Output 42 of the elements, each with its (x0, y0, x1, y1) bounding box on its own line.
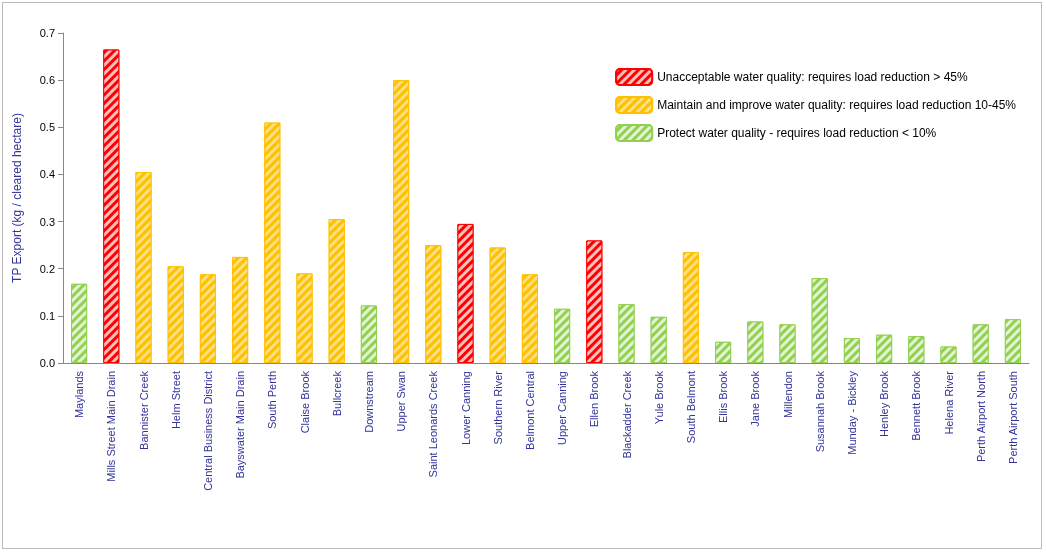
x-tick-label: Henley Brook (878, 370, 891, 438)
y-tick-label: 0.1 (39, 309, 55, 322)
x-tick-label: Bayswater Main Drain (234, 371, 247, 479)
x-tick-label: Upper Swan (395, 371, 408, 432)
x-tick-label: Claise Brook (298, 370, 311, 434)
y-tick-label: 0.7 (39, 27, 55, 39)
y-tick-label: 0.4 (39, 168, 55, 181)
x-tick-label: Susannah Brook (813, 370, 826, 453)
x-tick-label: Downstream (362, 371, 375, 433)
y-tick-label: 0.6 (39, 74, 55, 87)
y-tick-label: 0.3 (39, 215, 55, 228)
y-axis-title: TP Export (kg / cleared hectare) (10, 113, 24, 283)
y-tick-label: 0.2 (39, 262, 55, 275)
x-tick-label: Blackadder Creek (620, 370, 633, 459)
x-tick-label: Perth Airport North (974, 371, 987, 463)
x-tick-label: Bennett Brook (910, 370, 923, 441)
x-tick-label: Saint Leonards Creek (427, 370, 440, 478)
y-tick-label: 0.0 (39, 357, 55, 369)
x-tick-label: Ellen Brook (588, 370, 601, 428)
x-tick-label: Munday - Bickley (845, 370, 858, 455)
x-tick-label: South Belmont (684, 371, 697, 444)
x-tick-label: Mills Street Main Drain (105, 371, 118, 482)
legend-label: Maintain and improve water quality: requires load reduction 10-45% (657, 98, 1017, 112)
x-tick-label: Perth Airport South (1006, 371, 1019, 464)
x-tick-label: Lower Canning (459, 371, 472, 445)
x-tick-label: Upper Canning (556, 371, 569, 445)
x-tick-label: Millendon (781, 371, 794, 419)
x-tick-label: Ellis Brook (717, 370, 730, 423)
x-tick-label: South Perth (266, 371, 279, 430)
x-tick-label: Helena River (942, 370, 955, 435)
legend-label: Unacceptable water quality: requires load reduction > 45% (657, 70, 968, 84)
legend-label: Protect water quality - requires load reduction < 10% (657, 126, 937, 140)
x-tick-label: Bullcreek (330, 370, 343, 417)
x-tick-label: Central Business District (201, 371, 214, 491)
y-tick-label: 0.5 (39, 121, 55, 134)
x-tick-label: Southern River (491, 370, 504, 445)
x-tick-label: Helm Street (169, 371, 182, 430)
x-tick-label: Yule Brook (652, 370, 665, 425)
x-tick-label: Maylands (73, 370, 86, 419)
x-tick-label: Bannister Creek (137, 370, 150, 450)
x-tick-label: Jane Brook (749, 370, 762, 427)
x-tick-label: Belmont Central (523, 371, 536, 450)
